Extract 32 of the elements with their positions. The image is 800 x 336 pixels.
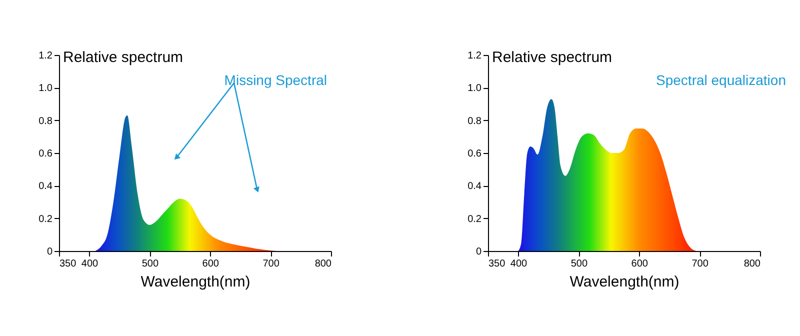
y-tick-label: 0.2 — [38, 214, 53, 225]
x-tick-label: 700 — [262, 258, 280, 270]
y-tick-label: 1.2 — [38, 50, 53, 62]
x-tick-label: 500 — [142, 258, 159, 270]
x-tick-label: 400 — [510, 258, 528, 270]
y-tick-label: 0.6 — [468, 148, 482, 160]
y-tick-label: 1.0 — [468, 83, 482, 94]
y-tick-label: 0.6 — [38, 148, 53, 160]
x-tick-label: 350 — [60, 258, 77, 270]
y-tick-label: 0.4 — [468, 181, 482, 192]
x-tick-label: 800 — [314, 258, 332, 270]
x-tick-label: 400 — [81, 258, 98, 270]
x-tick-label: 800 — [744, 258, 761, 270]
annotation: Spectral equalization — [656, 72, 786, 88]
x-tick-label: 350 — [488, 258, 506, 270]
y-axis-title: Relative spectrum — [492, 49, 612, 66]
y-tick-label: 0 — [46, 246, 53, 258]
x-axis-title: Wavelength(nm) — [140, 274, 250, 290]
y-tick-label: 0.2 — [468, 214, 482, 225]
x-axis-title: Wavelength(nm) — [570, 274, 680, 290]
annotation: Missing Spectral — [224, 72, 327, 88]
y-tick-label: 1.2 — [468, 50, 482, 62]
x-tick-label: 700 — [692, 258, 709, 270]
y-tick-label: 0.8 — [468, 116, 482, 127]
y-tick-label: 0.4 — [38, 181, 53, 192]
x-tick-label: 600 — [631, 258, 648, 270]
x-tick-label: 500 — [570, 258, 588, 270]
y-tick-label: 0 — [476, 246, 482, 258]
y-tick-label: 0.8 — [38, 116, 53, 127]
x-tick-label: 600 — [202, 258, 220, 270]
y-tick-label: 1.0 — [38, 83, 53, 94]
y-axis-title: Relative spectrum — [63, 49, 184, 66]
